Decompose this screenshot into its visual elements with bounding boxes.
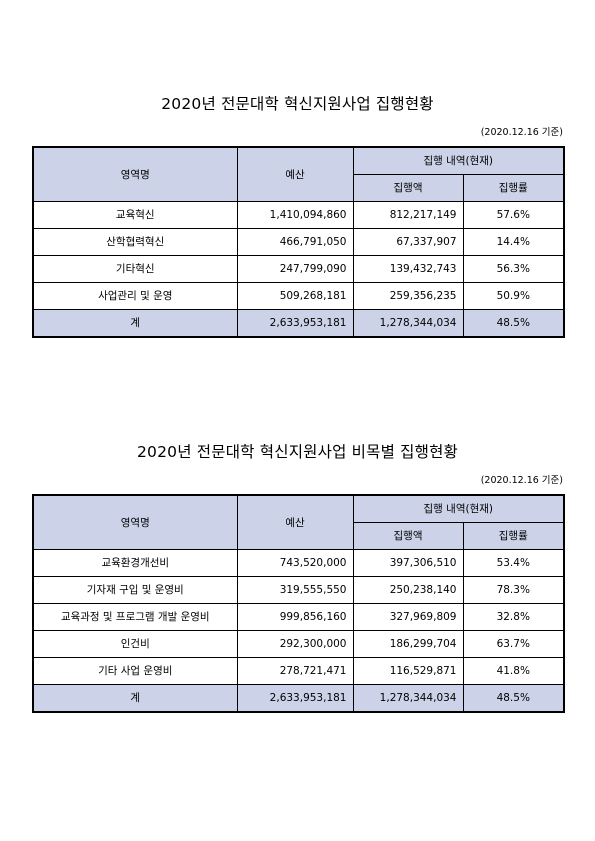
row-exec-amount: 250,238,140 xyxy=(352,576,464,604)
header-exec-rate: 집행률 xyxy=(462,174,565,202)
row-exec-amount: 67,337,907 xyxy=(352,228,464,256)
row-category: 기타 사업 운영비 xyxy=(32,657,238,685)
header-exec-amount: 집행액 xyxy=(352,522,464,550)
row-category: 교육혁신 xyxy=(32,201,238,229)
section-title: 2020년 전문대학 혁신지원사업 집행현황 xyxy=(161,95,434,113)
row-category: 사업관리 및 운영 xyxy=(32,282,238,310)
reference-date-note: (2020.12.16 기준) xyxy=(480,127,563,138)
header-category: 영역명 xyxy=(32,146,238,202)
table-row: 사업관리 및 운영 509,268,181 259,356,235 50.9% xyxy=(32,282,565,310)
header-exec-group: 집행 내역(현재) xyxy=(352,494,565,523)
execution-table: 영역명 예산 집행 내역(현재) 집행액 집행률 교육혁신 1,410,094,… xyxy=(32,146,565,338)
table-row: 기타 사업 운영비 278,721,471 116,529,871 41.8% xyxy=(32,657,565,685)
row-budget: 292,300,000 xyxy=(236,630,354,658)
row-exec-rate: 41.8% xyxy=(462,657,565,685)
row-exec-rate: 57.6% xyxy=(462,201,565,229)
row-exec-amount: 186,299,704 xyxy=(352,630,464,658)
section-execution-status: 2020년 전문대학 혁신지원사업 집행현황 (2020.12.16 기준) 영… xyxy=(32,92,565,338)
row-exec-amount: 139,432,743 xyxy=(352,255,464,283)
table-row: 교육혁신 1,410,094,860 812,217,149 57.6% xyxy=(32,201,565,229)
table-row: 교육환경개선비 743,520,000 397,306,510 53.4% xyxy=(32,549,565,577)
row-exec-amount: 397,306,510 xyxy=(352,549,464,577)
reference-date-note: (2020.12.16 기준) xyxy=(480,475,563,486)
row-exec-amount: 327,969,809 xyxy=(352,603,464,631)
total-exec-amount: 1,278,344,034 xyxy=(352,684,464,713)
header-exec-group: 집행 내역(현재) xyxy=(352,146,565,175)
row-exec-rate: 53.4% xyxy=(462,549,565,577)
total-category: 계 xyxy=(32,684,238,713)
row-exec-rate: 56.3% xyxy=(462,255,565,283)
header-budget: 예산 xyxy=(236,146,354,202)
row-budget: 319,555,550 xyxy=(236,576,354,604)
expense-item-table: 영역명 예산 집행 내역(현재) 집행액 집행률 교육환경개선비 743,520… xyxy=(32,494,565,713)
row-budget: 247,799,090 xyxy=(236,255,354,283)
section-title: 2020년 전문대학 혁신지원사업 비목별 집행현황 xyxy=(136,443,459,461)
row-exec-amount: 812,217,149 xyxy=(352,201,464,229)
row-category: 기타혁신 xyxy=(32,255,238,283)
row-budget: 509,268,181 xyxy=(236,282,354,310)
total-category: 계 xyxy=(32,309,238,338)
section-expense-item-status: 2020년 전문대학 혁신지원사업 비목별 집행현황 (2020.12.16 기… xyxy=(32,440,565,713)
total-budget: 2,633,953,181 xyxy=(236,309,354,338)
row-category: 산학협력혁신 xyxy=(32,228,238,256)
row-budget: 466,791,050 xyxy=(236,228,354,256)
total-exec-rate: 48.5% xyxy=(462,684,565,713)
row-budget: 278,721,471 xyxy=(236,657,354,685)
total-exec-rate: 48.5% xyxy=(462,309,565,338)
table-row: 교육과정 및 프로그램 개발 운영비 999,856,160 327,969,8… xyxy=(32,603,565,631)
row-exec-rate: 78.3% xyxy=(462,576,565,604)
row-exec-rate: 32.8% xyxy=(462,603,565,631)
row-exec-rate: 14.4% xyxy=(462,228,565,256)
header-exec-amount: 집행액 xyxy=(352,174,464,202)
table-row: 인건비 292,300,000 186,299,704 63.7% xyxy=(32,630,565,658)
row-exec-amount: 116,529,871 xyxy=(352,657,464,685)
row-exec-amount: 259,356,235 xyxy=(352,282,464,310)
row-exec-rate: 63.7% xyxy=(462,630,565,658)
total-row: 계 2,633,953,181 1,278,344,034 48.5% xyxy=(32,684,565,713)
row-category: 기자재 구입 및 운영비 xyxy=(32,576,238,604)
table-row: 기타혁신 247,799,090 139,432,743 56.3% xyxy=(32,255,565,283)
row-budget: 999,856,160 xyxy=(236,603,354,631)
header-budget: 예산 xyxy=(236,494,354,550)
total-exec-amount: 1,278,344,034 xyxy=(352,309,464,338)
row-category: 교육과정 및 프로그램 개발 운영비 xyxy=(32,603,238,631)
row-category: 인건비 xyxy=(32,630,238,658)
table-row: 기자재 구입 및 운영비 319,555,550 250,238,140 78.… xyxy=(32,576,565,604)
row-category: 교육환경개선비 xyxy=(32,549,238,577)
total-budget: 2,633,953,181 xyxy=(236,684,354,713)
table-row: 산학협력혁신 466,791,050 67,337,907 14.4% xyxy=(32,228,565,256)
row-exec-rate: 50.9% xyxy=(462,282,565,310)
row-budget: 743,520,000 xyxy=(236,549,354,577)
total-row: 계 2,633,953,181 1,278,344,034 48.5% xyxy=(32,309,565,338)
row-budget: 1,410,094,860 xyxy=(236,201,354,229)
header-category: 영역명 xyxy=(32,494,238,550)
header-exec-rate: 집행률 xyxy=(462,522,565,550)
